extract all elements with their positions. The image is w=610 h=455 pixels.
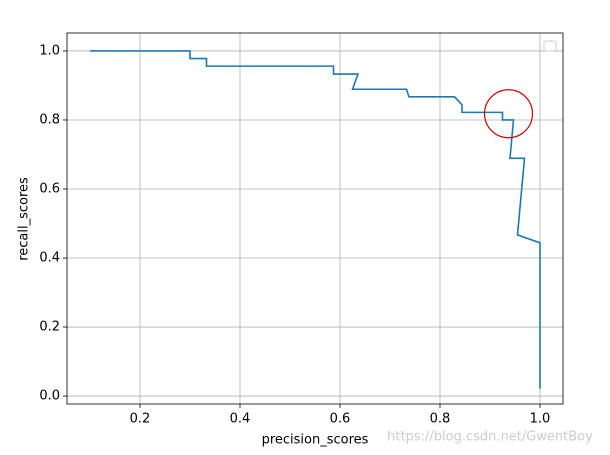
line	[90, 50, 541, 389]
y-tick-label: 0.0	[39, 389, 60, 404]
y-axis-label: recall_scores	[17, 177, 32, 261]
x-tick-label: 0.4	[230, 412, 251, 427]
annotation-circle	[483, 89, 534, 139]
y-tick-label: 0.6	[39, 181, 60, 196]
plot-frame	[66, 32, 564, 405]
x-tick-label: 0.6	[330, 412, 351, 427]
x-axis-label: precision_scores	[262, 433, 369, 448]
watermark: https://blog.csdn.net/GwentBoy	[387, 430, 593, 445]
y-tick-label: 0.8	[39, 112, 60, 127]
x-tick-label: 0.8	[430, 412, 451, 427]
y-tick-label: 0.4	[39, 251, 60, 266]
legend-box	[543, 40, 557, 52]
x-tick-label: 1.0	[530, 412, 551, 427]
y-tick-label: 1.0	[39, 43, 60, 58]
y-tick-label: 0.2	[39, 320, 60, 335]
x-tick-label: 0.2	[130, 412, 151, 427]
